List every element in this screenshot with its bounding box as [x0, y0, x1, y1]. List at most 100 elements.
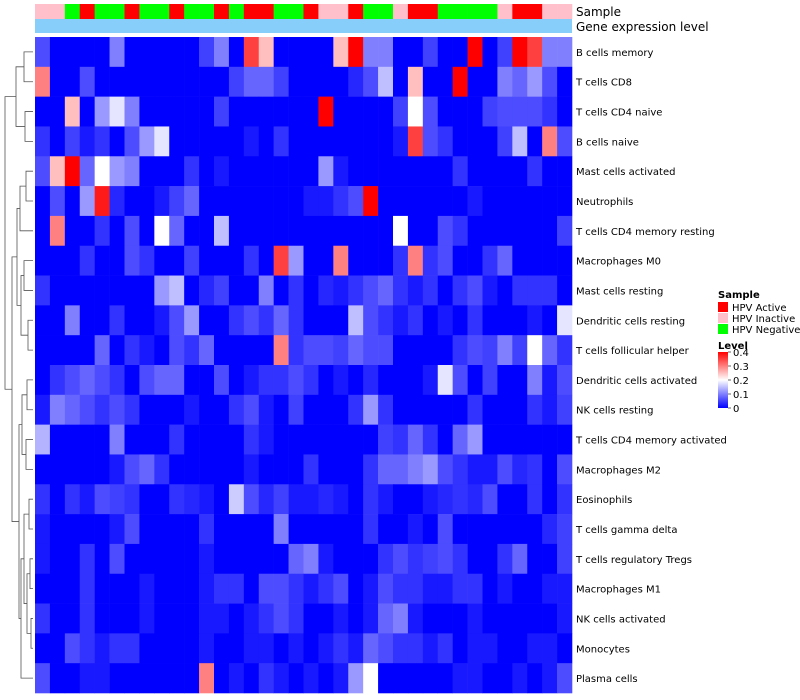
heatmap-cell	[437, 484, 453, 515]
heatmap-cell	[542, 514, 558, 545]
heatmap-cell	[214, 215, 230, 247]
heatmap-cell	[393, 245, 409, 276]
heatmap-cell	[527, 156, 543, 187]
heatmap-cell	[228, 633, 245, 664]
heatmap-cell	[124, 305, 140, 336]
heatmap-cell	[124, 484, 140, 515]
heatmap-cell	[333, 245, 349, 276]
heatmap-cell	[378, 186, 394, 217]
heatmap-cell	[422, 514, 439, 545]
heatmap-cell	[184, 186, 200, 217]
heatmap-cell	[169, 37, 185, 68]
heatmap-cell	[333, 663, 349, 694]
heatmap-cell	[437, 275, 453, 306]
heatmap-cell	[512, 186, 528, 217]
heatmap-cell	[542, 275, 558, 306]
heatmap-cell	[333, 335, 349, 366]
heatmap-cell	[303, 603, 319, 634]
heatmap-cell	[79, 186, 95, 217]
heatmap-cell	[35, 365, 51, 396]
heatmap-cell	[467, 543, 483, 575]
heatmap-cell	[512, 365, 528, 396]
heatmap-cell	[154, 543, 170, 575]
heatmap-cell	[467, 394, 483, 425]
heatmap-cell	[243, 514, 260, 545]
heatmap-cell	[169, 126, 185, 157]
heatmap-cell	[49, 514, 66, 545]
heatmap-cell	[363, 335, 379, 366]
heatmap-cell	[154, 66, 170, 97]
heatmap-cell	[452, 663, 468, 694]
heatmap-cell	[94, 305, 110, 336]
heatmap-cell	[288, 66, 304, 97]
heatmap-cell	[318, 365, 334, 396]
heatmap-cell	[542, 633, 558, 664]
heatmap-cell	[437, 186, 453, 217]
heatmap-cell	[333, 573, 349, 604]
heatmap-cell	[199, 126, 215, 157]
heatmap-cell	[214, 245, 230, 276]
heatmap-cell	[527, 573, 543, 604]
row-label: T cells CD4 naive	[575, 108, 662, 119]
heatmap-cell	[318, 454, 334, 485]
heatmap-cell	[303, 543, 319, 575]
heatmap-cell	[303, 245, 319, 276]
heatmap-cell	[467, 633, 483, 664]
heatmap-cell	[184, 514, 200, 545]
heatmap-cell	[64, 394, 81, 425]
heatmap-cell	[482, 603, 498, 634]
heatmap-cell	[124, 335, 140, 366]
heatmap-cell	[437, 573, 453, 604]
heatmap-cell	[557, 365, 573, 396]
heatmap-cell	[64, 454, 81, 485]
heatmap-cell	[214, 335, 230, 366]
heatmap-cell	[512, 663, 528, 694]
heatmap-cell	[482, 633, 498, 664]
heatmap-cell	[35, 543, 51, 575]
heatmap-cell	[482, 484, 498, 515]
heatmap-cell	[64, 96, 81, 127]
heatmap-cell	[437, 245, 453, 276]
heatmap-cell	[109, 37, 125, 68]
heatmap-cell	[154, 454, 170, 485]
heatmap-cell	[542, 663, 558, 694]
row-label: Dendritic cells activated	[576, 376, 697, 387]
heatmap-cell	[139, 186, 155, 217]
heatmap-cell	[258, 96, 274, 127]
heatmap-cell	[139, 603, 155, 634]
heatmap-cell	[467, 126, 483, 157]
heatmap-cell	[139, 573, 155, 604]
heatmap-cell	[124, 514, 140, 545]
heatmap-cell	[407, 66, 424, 97]
heatmap-cell	[199, 573, 215, 604]
heatmap-cell	[79, 96, 95, 127]
heatmap-cell	[393, 633, 409, 664]
heatmap-cell	[214, 186, 230, 217]
heatmap-cell	[393, 484, 409, 515]
row-labels: B cells memory T cells CD8 T cells CD4 nai…	[575, 48, 727, 685]
heatmap-cell	[243, 394, 260, 425]
heatmap-cell	[437, 663, 453, 694]
heatmap-cell	[557, 96, 573, 127]
heatmap-cell	[49, 454, 66, 485]
heatmap-cell	[64, 484, 81, 515]
heatmap-cell	[273, 66, 289, 97]
heatmap-cell	[154, 335, 170, 366]
heatmap-cell	[422, 335, 439, 366]
heatmap-cell	[35, 514, 51, 545]
heatmap-cell	[318, 633, 334, 664]
heatmap-cell	[467, 335, 483, 366]
heatmap-cell	[64, 573, 81, 604]
heatmap-cell	[452, 603, 468, 634]
heatmap-cell	[79, 514, 95, 545]
heatmap-cell	[318, 394, 334, 425]
heatmap-cell	[258, 454, 274, 485]
sample-annotation-cell	[79, 4, 95, 19]
heatmap-cell	[49, 96, 66, 127]
heatmap-cell	[79, 335, 95, 366]
heatmap-cell	[273, 365, 289, 396]
heatmap-cell	[407, 126, 424, 157]
heatmap-cell	[199, 186, 215, 217]
heatmap-cell	[452, 394, 468, 425]
